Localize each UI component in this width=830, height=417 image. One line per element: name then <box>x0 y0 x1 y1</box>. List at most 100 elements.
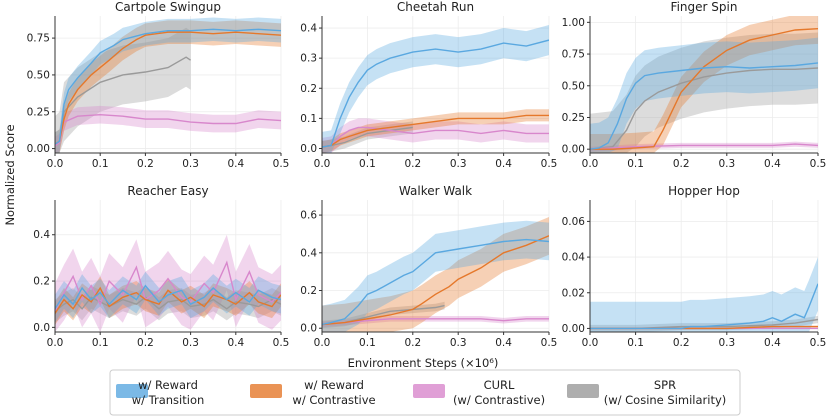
subplot-cheetah-run: 0.0 0.1 0.2 0.3 0.4 0.5 0.0 0.1 0.2 0.3 0.4 Cheetah… <box>300 0 557 170</box>
legend-swatch-spr <box>567 384 599 398</box>
x-tick-label: 0.3 <box>718 158 735 170</box>
line-reward-transition-reacher-easy <box>55 284 281 310</box>
band-reward-contrastive-cheetah-run <box>322 109 549 153</box>
band-spr-finger-spin <box>590 32 818 153</box>
y-tick-label: 0.3 <box>300 53 317 65</box>
subplot-finger-spin: 0.0 0.1 0.2 0.3 0.4 0.5 0.00 0.25 0.50 0.75 1.00 Fi… <box>562 0 827 170</box>
x-tick-label: 0.5 <box>810 337 827 349</box>
x-tick-label: 0.1 <box>92 337 109 349</box>
x-tick-label: 0.1 <box>627 158 644 170</box>
band-reward-contrastive-reacher-easy <box>55 276 281 326</box>
x-tick-label: 0.1 <box>359 158 376 170</box>
band-curl-walker-walk <box>322 316 549 328</box>
band-reward-contrastive-finger-spin <box>590 16 818 153</box>
x-tick-label: 0.2 <box>673 158 690 170</box>
legend-label-curl-line2: (w/ Contrastive) <box>453 393 545 407</box>
band-curl-cartpole-swingup <box>55 105 281 153</box>
line-reward-transition-cartpole-swingup <box>55 28 281 145</box>
x-tick-label: 0.4 <box>227 158 244 170</box>
y-tick-label: 0.75 <box>562 49 585 61</box>
x-tick-label: 0.5 <box>810 158 827 170</box>
y-tick-label: 0.00 <box>562 323 585 335</box>
band-spr-reacher-easy <box>55 285 281 323</box>
y-tick-label: 0.50 <box>562 80 585 92</box>
line-reward-transition-cheetah-run <box>322 39 549 148</box>
line-reward-contrastive-cartpole-swingup <box>55 31 281 145</box>
y-tick-label: 1.00 <box>562 17 585 29</box>
line-spr-finger-spin <box>590 67 818 150</box>
y-tick-label: 0.2 <box>33 276 50 288</box>
legend-label-curl-line1: CURL <box>484 378 515 392</box>
y-tick-label: 0.2 <box>300 83 317 95</box>
y-tick-label: 0.25 <box>27 106 50 118</box>
x-tick-label: 0.2 <box>404 158 421 170</box>
legend-swatch-reward-contrastive <box>250 384 282 398</box>
legend-swatch-curl <box>413 384 445 398</box>
x-tick-label: 0.0 <box>47 158 64 170</box>
x-tick-label: 0.3 <box>182 337 199 349</box>
x-tick-label: 0.0 <box>314 337 331 349</box>
x-tick-label: 0.3 <box>450 337 467 349</box>
line-curl-reacher-easy <box>55 260 281 312</box>
y-tick-label: 0.75 <box>27 33 50 45</box>
y-tick-label: 0.4 <box>300 247 317 259</box>
x-axis-label: Environment Steps (×10⁶) <box>348 356 499 370</box>
line-reward-transition-hopper-hop <box>590 283 818 330</box>
y-tick-label: 0.4 <box>33 229 50 241</box>
subplot-title: Hopper Hop <box>668 184 740 198</box>
subplot-walker-walk: 0.0 0.1 0.2 0.3 0.4 0.5 0.0 0.2 0.4 0.6 Walker Wal… <box>300 184 557 349</box>
line-reward-transition-walker-walk <box>322 238 549 326</box>
y-tick-label: 0.1 <box>300 113 317 125</box>
x-tick-label: 0.4 <box>764 158 781 170</box>
band-reward-contrastive-cartpole-swingup <box>55 20 281 153</box>
subplot-cartpole-swingup: 0.0 0.1 0.2 0.3 0.4 0.5 0.00 0.25 0.50 0.75 Cartpo… <box>27 0 290 170</box>
x-tick-label: 0.4 <box>227 337 244 349</box>
y-tick-label: 0.25 <box>562 112 585 124</box>
subplot-title: Cartpole Swingup <box>115 0 221 14</box>
band-reward-transition-walker-walk <box>322 220 549 332</box>
x-tick-label: 0.5 <box>541 158 558 170</box>
line-reward-contrastive-cheetah-run <box>322 114 549 148</box>
x-tick-label: 0.2 <box>137 158 154 170</box>
subplot-title: Walker Walk <box>399 184 472 198</box>
y-tick-label: 0.0 <box>300 143 317 155</box>
legend-label-spr-line1: SPR <box>654 378 676 392</box>
y-tick-label: 0.00 <box>27 143 50 155</box>
x-tick-label: 0.2 <box>404 337 421 349</box>
y-tick-label: 0.4 <box>300 23 317 35</box>
x-tick-label: 0.2 <box>137 337 154 349</box>
band-reward-transition-cartpole-swingup <box>55 17 281 153</box>
band-spr-cartpole-swingup <box>55 27 191 153</box>
legend-swatch-reward-transition <box>116 384 148 398</box>
x-tick-label: 0.4 <box>495 158 512 170</box>
y-tick-label: 0.6 <box>300 210 317 222</box>
y-tick-label: 0.0 <box>33 322 50 334</box>
legend-label-reward-contrastive-line2: w/ Contrastive <box>292 393 375 407</box>
legend-label-reward-transition-line2: w/ Transition <box>132 393 205 407</box>
band-reward-transition-finger-spin <box>590 37 818 153</box>
legend-label-spr-line2: (w/ Cosine Similarity) <box>604 393 727 407</box>
x-tick-label: 0.0 <box>582 337 599 349</box>
legend: w/ Reward w/ Transition w/ Reward w/ Con… <box>109 369 741 416</box>
x-tick-label: 0.0 <box>47 337 64 349</box>
x-tick-label: 0.0 <box>582 158 599 170</box>
subplot-title: Finger Spin <box>671 0 738 14</box>
band-curl-cheetah-run <box>322 118 549 153</box>
line-reward-contrastive-finger-spin <box>590 28 818 150</box>
x-tick-label: 0.5 <box>541 337 558 349</box>
band-curl-reacher-easy <box>55 234 281 332</box>
line-spr-reacher-easy <box>55 296 281 312</box>
legend-label-reward-transition-line1: w/ Reward <box>138 378 198 392</box>
y-tick-label: 0.00 <box>562 144 585 156</box>
line-curl-finger-spin <box>590 143 818 150</box>
line-reward-contrastive-walker-walk <box>322 235 549 326</box>
x-tick-label: 0.4 <box>495 337 512 349</box>
y-tick-label: 0.02 <box>562 287 585 299</box>
y-tick-label: 0.0 <box>300 323 317 335</box>
x-tick-label: 0.5 <box>273 337 290 349</box>
line-curl-walker-walk <box>322 318 549 326</box>
y-tick-label: 0.06 <box>562 216 586 228</box>
subplot-grid: 0.0 0.1 0.2 0.3 0.4 0.5 0.00 0.25 0.50 0.75 Cartpo… <box>27 0 827 349</box>
subplot-title: Cheetah Run <box>397 0 474 14</box>
